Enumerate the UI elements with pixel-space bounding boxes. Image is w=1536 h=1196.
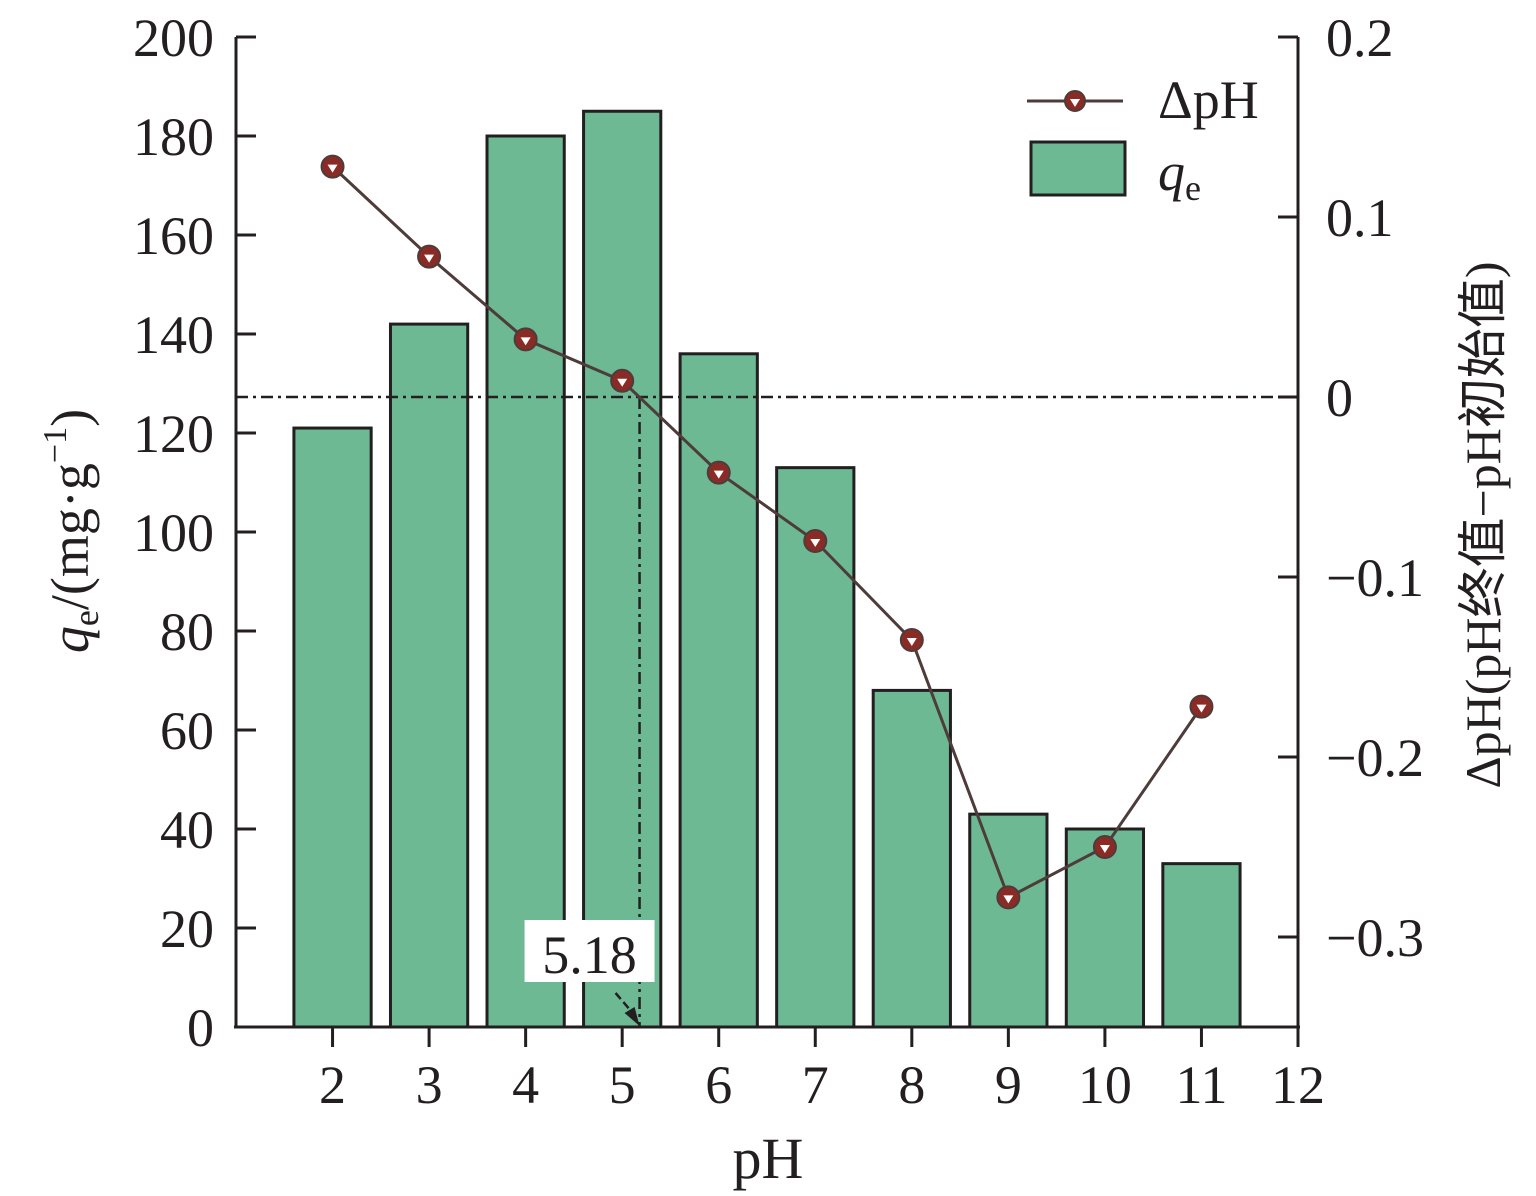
- x-tick-label: 6: [705, 1055, 732, 1115]
- y2-tick-label: −0.1: [1326, 548, 1424, 608]
- bar: [775, 466, 856, 1029]
- y2-tick-label: 0: [1326, 368, 1353, 428]
- line-point-glyph: [906, 638, 917, 646]
- legend-label-dph: ΔpH: [1158, 70, 1259, 130]
- svg-text:ΔpH(pH终值−pH初始值): ΔpH(pH终值−pH初始值): [1455, 262, 1511, 789]
- bar: [1161, 862, 1242, 1029]
- y-tick-label: 120: [133, 404, 214, 464]
- line-point-glyph: [713, 470, 724, 479]
- line-point-glyph: [1003, 895, 1014, 904]
- y-tick-label: 80: [160, 602, 214, 662]
- y2-tick-label: −0.3: [1326, 908, 1424, 968]
- x-tick-label: 12: [1271, 1055, 1325, 1115]
- x-tick-label: 9: [995, 1055, 1022, 1115]
- y-axis-title-subscript: e: [66, 610, 106, 626]
- annotation-label: 5.18: [542, 925, 637, 985]
- bar: [388, 322, 470, 1029]
- y2-tick-label: 0.2: [1326, 8, 1394, 68]
- line-point-glyph: [520, 337, 531, 346]
- bar: [485, 134, 566, 1029]
- y-tick-label: 140: [133, 305, 214, 365]
- annotation-arrow-head: [624, 1007, 640, 1026]
- line-series: [320, 154, 1214, 910]
- line-point-glyph: [1196, 704, 1207, 713]
- line-point-glyph: [327, 164, 338, 173]
- bar-group: [292, 109, 1242, 1029]
- legend: ΔpH qe: [1027, 70, 1259, 208]
- y2-tick-label: 0.1: [1326, 188, 1394, 248]
- bar: [968, 812, 1049, 1029]
- x-axis-title: pH: [733, 1126, 804, 1191]
- y-tick-label: 100: [133, 503, 214, 563]
- annotation-arrow-shaft: [614, 992, 635, 1015]
- bar: [292, 426, 373, 1029]
- x-tick-label: 2: [319, 1055, 346, 1115]
- y-tick-label: 180: [133, 107, 214, 167]
- y2-tick-label: −0.2: [1326, 728, 1424, 788]
- y-axis-title-close: ): [40, 409, 100, 427]
- y-tick-label: 0: [187, 998, 214, 1058]
- line-point-glyph: [617, 378, 628, 387]
- svg-text:qe/(mg·g−1): qe/(mg·g−1): [37, 409, 106, 653]
- line-point-glyph: [424, 254, 435, 263]
- y-axis-title-symbol: q: [40, 626, 100, 653]
- line-point-glyph: [810, 539, 821, 547]
- y-tick-label: 60: [160, 701, 214, 761]
- x-tick-label: 7: [802, 1055, 829, 1115]
- annotation: 5.18: [524, 920, 655, 1026]
- line-point-glyph: [1099, 845, 1110, 853]
- x-tick-label: 5: [609, 1055, 636, 1115]
- x-tick-label: 4: [512, 1055, 539, 1115]
- line-path: [331, 165, 1203, 900]
- y-axis-title-unit: /(mg·g: [40, 463, 100, 610]
- y-axis-title-superscript: −1: [37, 427, 74, 463]
- y-axis-title: qe/(mg·g−1): [37, 409, 106, 653]
- y-tick-label: 20: [160, 899, 214, 959]
- y-tick-label: 40: [160, 800, 214, 860]
- x-tick-label: 8: [898, 1055, 925, 1115]
- bar: [678, 352, 759, 1029]
- bar: [871, 688, 952, 1029]
- y2-axis-title: ΔpH(pH终值−pH初始值): [1455, 262, 1511, 789]
- ticks: 0 20 40 60 80 100 120 140 160 180 200 0.2 0.1 0 −0.1 −0…: [133, 8, 1424, 1115]
- x-tick-label: 11: [1175, 1055, 1227, 1115]
- legend-label-qe: qe: [1158, 142, 1201, 208]
- bar: [582, 109, 663, 1029]
- legend-marker-glyph: [1070, 99, 1080, 107]
- x-tick-label: 3: [416, 1055, 443, 1115]
- legend-bar-swatch: [1029, 140, 1127, 197]
- x-tick-label: 10: [1078, 1055, 1132, 1115]
- y-tick-label: 200: [133, 8, 214, 68]
- annotation-label-background: [524, 920, 655, 982]
- y-tick-label: 160: [133, 206, 214, 266]
